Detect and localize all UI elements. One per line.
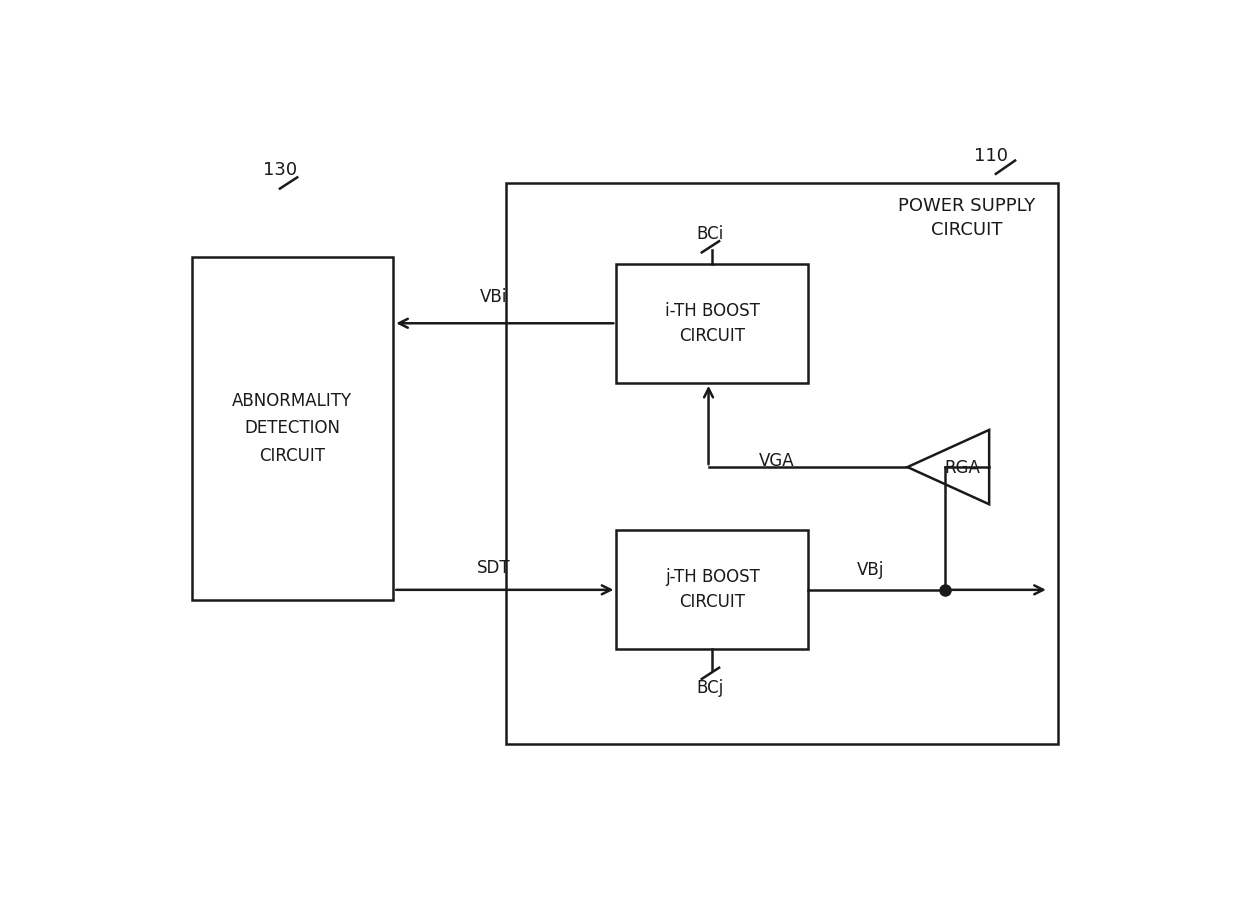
Text: j-TH BOOST
CIRCUIT: j-TH BOOST CIRCUIT: [665, 568, 760, 611]
Text: VBi: VBi: [480, 288, 507, 306]
Bar: [506, 183, 1058, 744]
Text: ABNORMALITY
DETECTION
CIRCUIT: ABNORMALITY DETECTION CIRCUIT: [232, 392, 352, 466]
Text: BCi: BCi: [697, 225, 724, 242]
Text: VBj: VBj: [857, 561, 884, 579]
Bar: [191, 257, 393, 600]
Text: BCj: BCj: [697, 679, 724, 697]
Text: VGA: VGA: [759, 453, 794, 470]
Text: i-TH BOOST
CIRCUIT: i-TH BOOST CIRCUIT: [665, 302, 760, 344]
Bar: [616, 263, 808, 383]
Text: 130: 130: [263, 161, 298, 179]
Text: SDT: SDT: [476, 559, 510, 578]
Text: 110: 110: [975, 148, 1008, 166]
Text: RGA: RGA: [945, 459, 980, 477]
Text: POWER SUPPLY
CIRCUIT: POWER SUPPLY CIRCUIT: [899, 198, 1035, 239]
Bar: [616, 530, 808, 650]
